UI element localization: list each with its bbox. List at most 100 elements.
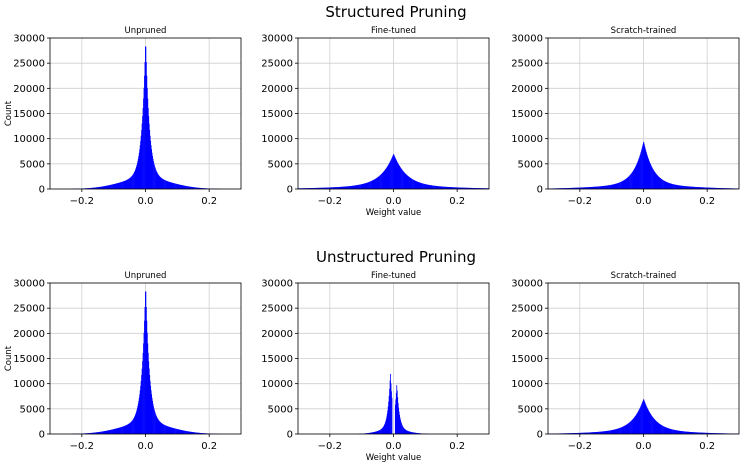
histogram-bar xyxy=(361,184,363,189)
histogram-bar xyxy=(689,431,691,434)
histogram-bar xyxy=(326,187,327,189)
histogram-bar xyxy=(464,187,465,189)
histogram-bar xyxy=(113,428,115,434)
histogram-bar xyxy=(163,424,164,434)
histogram-bar xyxy=(114,183,116,189)
histogram-bar xyxy=(175,428,177,434)
histogram-bar xyxy=(147,107,149,189)
histogram-bar xyxy=(348,186,349,189)
histogram-bar xyxy=(187,431,189,434)
y-tick-label: 15000 xyxy=(13,109,45,120)
histogram-bar xyxy=(574,187,576,189)
histogram-bar xyxy=(460,187,462,189)
histogram-bar xyxy=(139,149,141,189)
histogram-bar xyxy=(133,172,135,189)
histogram-bar xyxy=(439,186,441,189)
histogram-bar xyxy=(358,184,359,189)
y-tick-label: 25000 xyxy=(511,59,543,70)
histogram-bar xyxy=(465,187,467,189)
histogram-bar xyxy=(622,426,623,434)
histogram-bar xyxy=(693,186,694,189)
histogram-bar xyxy=(631,172,633,189)
histogram-bar xyxy=(665,427,667,434)
histogram-bar xyxy=(573,433,575,434)
histogram-bar xyxy=(613,429,615,434)
histogram-bar xyxy=(194,432,196,434)
histogram-bar xyxy=(149,130,151,189)
histogram-bar xyxy=(155,168,156,189)
histogram-bar xyxy=(175,183,176,189)
histogram-bar xyxy=(198,432,200,434)
histogram-bar xyxy=(684,186,685,189)
histogram-bar xyxy=(585,432,587,434)
histogram-bar xyxy=(697,187,699,189)
histogram-bar xyxy=(350,185,352,189)
histogram-bar xyxy=(94,432,96,434)
histogram-bar xyxy=(400,421,402,434)
histogram-bar xyxy=(187,431,188,434)
histogram-bar xyxy=(319,187,321,189)
histogram-bar xyxy=(181,430,183,434)
histogram-bar xyxy=(325,187,326,189)
histogram-bar xyxy=(90,432,91,434)
histogram-bar xyxy=(145,291,147,434)
histogram-bar xyxy=(143,332,145,434)
histogram-bar xyxy=(334,187,336,189)
histogram-bar xyxy=(176,428,177,434)
histogram-bar xyxy=(603,431,605,434)
y-tick-label: 20000 xyxy=(13,329,45,340)
histogram-bar xyxy=(670,429,672,434)
histogram-bar xyxy=(707,432,709,434)
histogram-bar xyxy=(117,182,119,189)
histogram-bar xyxy=(686,186,688,189)
histogram-bar xyxy=(685,431,687,434)
y-tick-label: 25000 xyxy=(261,304,293,315)
histogram-bar xyxy=(654,419,655,434)
histogram-bar xyxy=(679,430,681,434)
histogram-bar xyxy=(580,432,582,434)
histogram-bar xyxy=(572,433,574,434)
histogram-bars xyxy=(71,291,221,434)
histogram-bar xyxy=(663,180,665,189)
histogram-bar xyxy=(611,430,613,434)
histogram-bar xyxy=(101,431,103,434)
histogram-bar xyxy=(690,186,692,189)
x-tick-label: 0.0 xyxy=(636,196,652,207)
histogram-bar xyxy=(327,187,329,189)
histogram-bar xyxy=(158,175,160,189)
histogram-bar xyxy=(153,163,155,189)
histogram-bar xyxy=(113,184,114,189)
histogram-bar xyxy=(397,162,399,189)
histogram-bar xyxy=(410,177,411,189)
histogram-bar xyxy=(157,174,159,189)
histogram-bar xyxy=(315,187,316,189)
histogram-bar xyxy=(115,428,117,434)
histogram-bar xyxy=(101,186,103,189)
histogram-bar xyxy=(655,173,657,189)
y-tick-label: 30000 xyxy=(261,34,293,45)
histogram-bar xyxy=(462,187,464,189)
histogram-bar xyxy=(566,188,567,189)
histogram-bar xyxy=(671,183,672,189)
histogram-bar xyxy=(668,183,670,189)
histogram-bar xyxy=(473,188,475,189)
histogram-bar xyxy=(680,430,682,434)
y-tick-label: 10000 xyxy=(511,379,543,390)
histogram-bar xyxy=(691,186,693,189)
histogram-bar xyxy=(576,433,577,434)
histogram-bar xyxy=(613,184,615,189)
histogram-bar xyxy=(323,187,325,189)
histogram-bar xyxy=(400,419,401,434)
histogram-bar xyxy=(683,186,685,189)
histogram-bar xyxy=(385,168,387,189)
histogram-bars xyxy=(548,142,740,189)
histogram-bar xyxy=(413,179,414,189)
histogram-bar xyxy=(699,187,701,189)
histogram-bar xyxy=(136,410,138,434)
histogram-bar xyxy=(615,429,617,434)
histogram-bar xyxy=(418,433,420,434)
histogram-bar xyxy=(317,187,318,189)
histogram-bar xyxy=(408,431,410,434)
histogram-bar xyxy=(713,187,715,189)
